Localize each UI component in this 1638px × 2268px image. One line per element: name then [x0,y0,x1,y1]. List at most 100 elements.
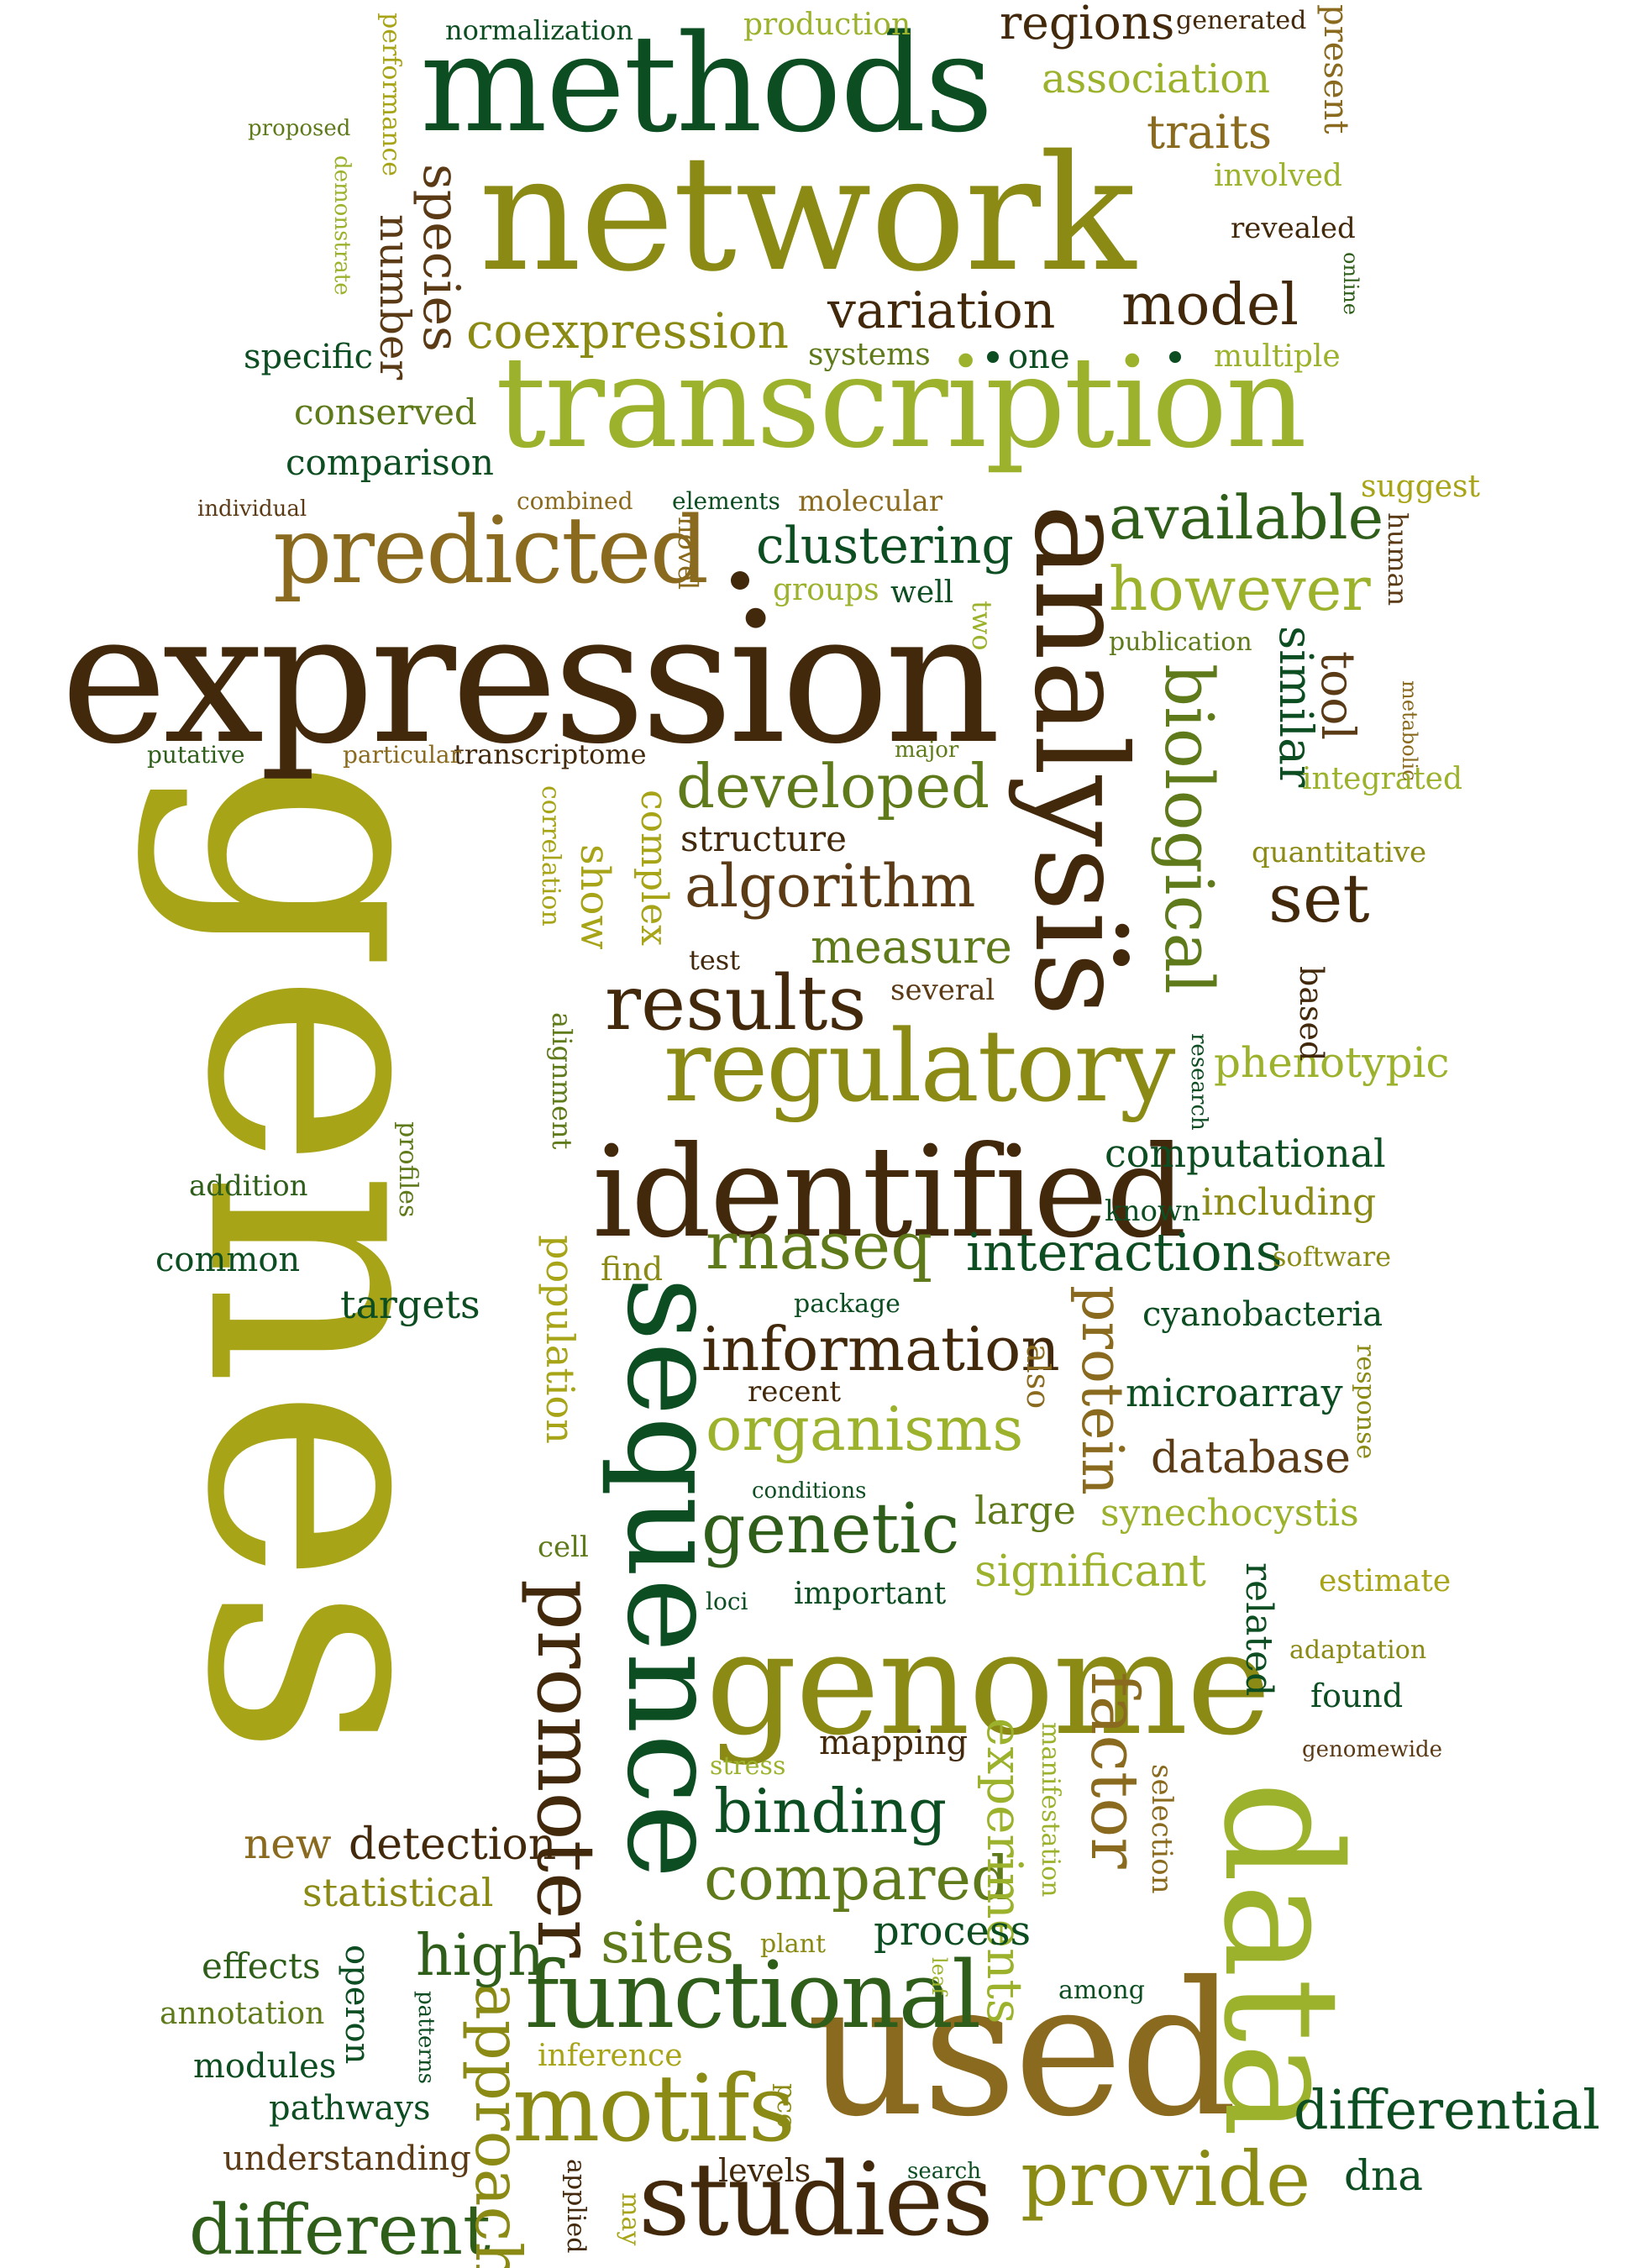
word-different: different [189,2191,491,2268]
word-methods: methods [420,5,994,162]
word-addition: addition [189,1169,308,1203]
word-show: show [571,844,618,950]
word-conditions: conditions [752,1478,867,1504]
word-individual: individual [197,496,307,522]
word-mapping: mapping [819,1724,969,1762]
word-involved: involved [1214,159,1342,193]
word-promoter: promoter [519,1579,612,1958]
word-well: well [890,575,954,610]
word-expression: expression [60,573,1000,784]
word-dna: dna [1344,2151,1424,2200]
word-rnaseq: rnaseq [706,1209,933,1284]
word-predicted: predicted [273,496,709,604]
word-particular: particular [343,741,461,769]
word-protein: protein [1068,1285,1135,1496]
word-normalization: normalization [445,14,633,46]
word-used: used [806,1942,1238,2157]
word-software: software [1273,1241,1392,1273]
word-related: related [1237,1562,1280,1697]
word-manifestation: manifestation [1036,1722,1065,1898]
word-operon: operon [338,1945,376,2065]
word-multiple: multiple [1214,339,1341,374]
word-revealed: revealed [1231,212,1356,245]
word-high: high [416,1923,544,1989]
word-detection: detection [349,1819,557,1870]
word-common: common [155,1241,301,1279]
word-complex: complex [633,790,675,946]
word-molecular: molecular [798,485,943,518]
word-provide: provide [1021,2135,1311,2223]
word-found: found [1310,1677,1404,1714]
word-recent: recent [748,1375,842,1409]
word-traits: traits [1147,105,1273,159]
word-regulatory: regulatory [664,1008,1175,1124]
word-compared: compared [704,1843,1011,1914]
word-clustering: clustering [756,517,1014,575]
word-approach: approach [461,1982,535,2268]
word-genomewide: genomewide [1302,1737,1443,1762]
word-applied: applied [561,2159,591,2254]
word-conserved: conserved [294,391,477,433]
word-among: among [1058,1976,1145,2005]
word-measure: measure [811,920,1012,974]
word-test: test [689,944,741,976]
dot-mark [731,571,749,590]
word-patterns: patterns [413,1991,438,2084]
word-database: database [1151,1433,1351,1483]
word-generated: generated [1176,6,1307,35]
word-regions: regions [1000,0,1175,50]
dot-mark [987,351,999,363]
word-response: response [1351,1344,1380,1460]
word-cyanobacteria: cyanobacteria [1142,1295,1383,1334]
word-known: known [1105,1194,1200,1228]
word-selection: selection [1145,1764,1179,1894]
word-quantitative: quantitative [1252,836,1427,869]
word-biological: biological [1150,664,1228,995]
word-developed: developed [676,751,990,822]
word-integrated: integrated [1302,762,1463,796]
word-genome: genome [706,1601,1271,1767]
word-targets: targets [340,1282,480,1327]
word-putative: putative [147,741,245,769]
word-available: available [1109,482,1384,553]
word-factor: factor [1076,1672,1152,1869]
word-transcriptome: transcriptome [454,738,647,770]
word-new: new [244,1819,332,1868]
word-pathways: pathways [269,2089,431,2128]
word-adaptation: adaptation [1289,1635,1427,1665]
word-information: information [701,1314,1060,1384]
word-significant: significant [974,1546,1206,1597]
word-functional: functional [525,1941,981,2049]
word-elements: elements [672,487,780,515]
word-synechocystis: synechocystis [1100,1492,1359,1535]
word-human: human [1382,512,1414,606]
word-variation: variation [827,281,1056,340]
word-effects: effects [202,1945,321,1987]
word-publication: publication [1109,627,1252,657]
word-several: several [890,974,995,1007]
word-statistical: statistical [302,1870,494,1915]
word-cell: cell [538,1530,589,1564]
word-one: one [1008,338,1070,376]
word-including: including [1201,1181,1377,1224]
word-genetic: genetic [701,1489,960,1569]
word-experiments: experiments [976,1718,1033,2024]
word-estimate: estimate [1319,1564,1452,1599]
word-loci: loci [706,1588,748,1615]
word-model: model [1121,272,1299,339]
word-inference: inference [538,2039,683,2073]
word-however: however [1109,554,1371,624]
word-groups: groups [773,573,879,607]
word-combined: combined [517,487,633,515]
word-proposed: proposed [248,116,351,141]
word-interactions: interactions [966,1221,1283,1283]
word-annotation: annotation [160,1997,325,2031]
word-network: network [479,121,1136,307]
word-structure: structure [680,818,847,859]
word-coexpression: coexpression [466,302,789,360]
word-online: online [1339,252,1362,315]
word-alignment: alignment [546,1012,578,1150]
word-modules: modules [193,2047,337,2086]
word-demonstrate: demonstrate [329,155,354,296]
